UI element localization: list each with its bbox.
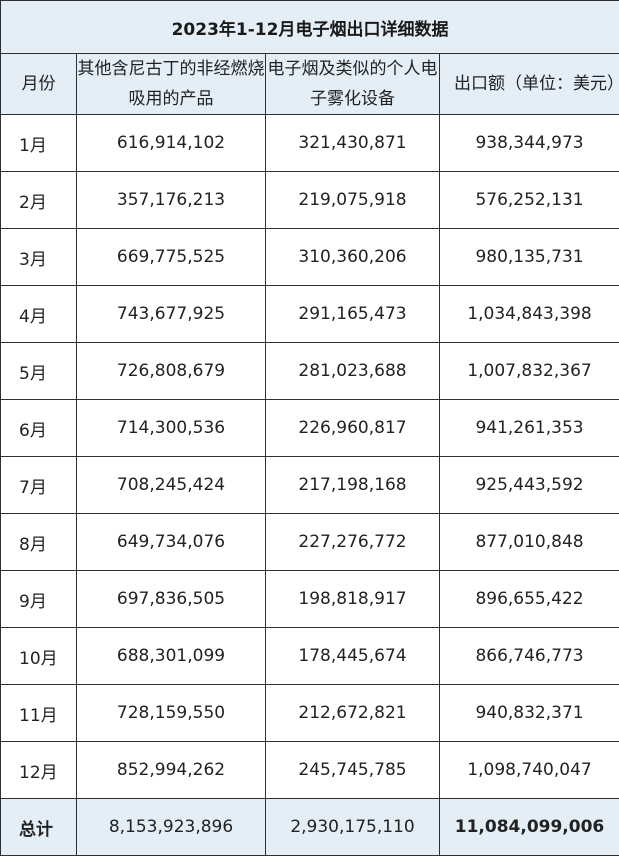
month-cell: 4月	[0, 285, 77, 343]
value-cell-col2: 245,745,785	[265, 741, 440, 799]
table-row: 3月 669,775,525 310,360,206 980,135,731	[0, 228, 619, 286]
value-cell-col3: 938,344,973	[438, 114, 619, 172]
value-cell-col1: 743,677,925	[76, 285, 266, 343]
value-cell-col2: 226,960,817	[265, 399, 440, 457]
value-cell-col1: 357,176,213	[76, 171, 266, 229]
value-cell-col2: 198,818,917	[265, 570, 440, 628]
table-row: 8月 649,734,076 227,276,772 877,010,848	[0, 513, 619, 571]
total-cell-col1: 8,153,923,896	[76, 798, 266, 856]
value-cell-col2: 227,276,772	[265, 513, 440, 571]
value-cell-col1: 852,994,262	[76, 741, 266, 799]
value-cell-col3: 925,443,592	[438, 456, 619, 514]
table-row: 9月 697,836,505 198,818,917 896,655,422	[0, 570, 619, 628]
value-cell-col3: 941,261,353	[438, 399, 619, 457]
table-row: 4月 743,677,925 291,165,473 1,034,843,398	[0, 285, 619, 343]
month-cell: 11月	[0, 684, 77, 742]
value-cell-col3: 940,832,371	[438, 684, 619, 742]
value-cell-col1: 669,775,525	[76, 228, 266, 286]
header-month: 月份	[0, 53, 77, 115]
total-cell-col3: 11,084,099,006	[438, 798, 619, 856]
value-cell-col3: 1,034,843,398	[438, 285, 619, 343]
month-cell: 3月	[0, 228, 77, 286]
month-cell: 5月	[0, 342, 77, 400]
table-row: 10月 688,301,099 178,445,674 866,746,773	[0, 627, 619, 685]
value-cell-col3: 1,007,832,367	[438, 342, 619, 400]
value-cell-col3: 576,252,131	[438, 171, 619, 229]
value-cell-col3: 980,135,731	[438, 228, 619, 286]
table-row: 12月 852,994,262 245,745,785 1,098,740,04…	[0, 741, 619, 799]
value-cell-col1: 714,300,536	[76, 399, 266, 457]
month-cell: 6月	[0, 399, 77, 457]
month-cell: 12月	[0, 741, 77, 799]
month-cell: 9月	[0, 570, 77, 628]
table-row: 5月 726,808,679 281,023,688 1,007,832,367	[0, 342, 619, 400]
header-export-value: 出口额（单位：美元）	[438, 53, 619, 115]
month-cell: 10月	[0, 627, 77, 685]
month-cell: 8月	[0, 513, 77, 571]
value-cell-col3: 877,010,848	[438, 513, 619, 571]
value-cell-col2: 178,445,674	[265, 627, 440, 685]
total-row: 总计 8,153,923,896 2,930,175,110 11,084,09…	[0, 798, 619, 856]
month-cell: 7月	[0, 456, 77, 514]
value-cell-col2: 291,165,473	[265, 285, 440, 343]
month-cell: 2月	[0, 171, 77, 229]
value-cell-col1: 688,301,099	[76, 627, 266, 685]
value-cell-col3: 866,746,773	[438, 627, 619, 685]
value-cell-col1: 649,734,076	[76, 513, 266, 571]
value-cell-col3: 1,098,740,047	[438, 741, 619, 799]
total-cell-col2: 2,930,175,110	[265, 798, 440, 856]
value-cell-col2: 281,023,688	[265, 342, 440, 400]
value-cell-col2: 310,360,206	[265, 228, 440, 286]
value-cell-col1: 697,836,505	[76, 570, 266, 628]
table-row: 1月 616,914,102 321,430,871 938,344,973	[0, 114, 619, 172]
table-row: 11月 728,159,550 212,672,821 940,832,371	[0, 684, 619, 742]
value-cell-col3: 896,655,422	[438, 570, 619, 628]
value-cell-col2: 321,430,871	[265, 114, 440, 172]
value-cell-col1: 726,808,679	[76, 342, 266, 400]
month-cell: 1月	[0, 114, 77, 172]
table-row: 6月 714,300,536 226,960,817 941,261,353	[0, 399, 619, 457]
value-cell-col1: 708,245,424	[76, 456, 266, 514]
header-e-cigarette-devices: 电子烟及类似的个人电子雾化设备	[265, 53, 440, 115]
value-cell-col2: 217,198,168	[265, 456, 440, 514]
header-other-nicotine-products: 其他含尼古丁的非经燃烧吸用的产品	[76, 53, 266, 115]
value-cell-col2: 212,672,821	[265, 684, 440, 742]
table-row: 7月 708,245,424 217,198,168 925,443,592	[0, 456, 619, 514]
value-cell-col2: 219,075,918	[265, 171, 440, 229]
value-cell-col1: 728,159,550	[76, 684, 266, 742]
value-cell-col1: 616,914,102	[76, 114, 266, 172]
table-row: 2月 357,176,213 219,075,918 576,252,131	[0, 171, 619, 229]
table-title: 2023年1-12月电子烟出口详细数据	[0, 0, 619, 54]
total-label: 总计	[0, 798, 77, 856]
